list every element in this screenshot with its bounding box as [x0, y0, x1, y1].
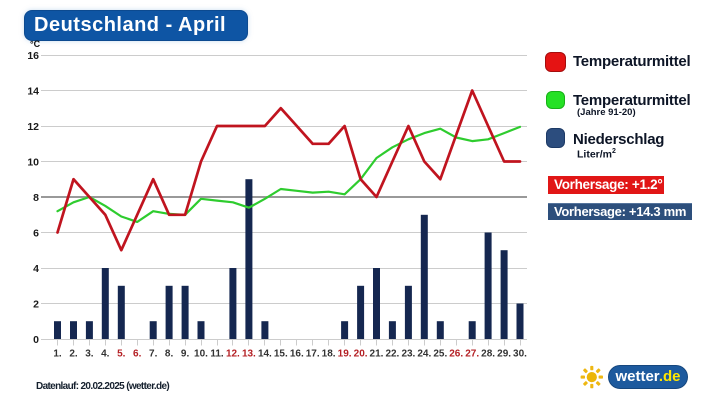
- svg-text:4: 4: [33, 263, 39, 275]
- svg-text:1.: 1.: [53, 349, 62, 360]
- svg-text:14: 14: [27, 85, 39, 97]
- svg-text:10.: 10.: [194, 349, 208, 360]
- svg-text:22.: 22.: [385, 349, 399, 360]
- svg-text:21.: 21.: [370, 349, 384, 360]
- svg-text:13.: 13.: [242, 349, 256, 360]
- svg-text:30.: 30.: [513, 349, 527, 360]
- svg-text:27.: 27.: [465, 349, 479, 360]
- svg-text:15.: 15.: [274, 349, 288, 360]
- svg-text:12.: 12.: [226, 349, 240, 360]
- svg-text:12: 12: [27, 121, 39, 133]
- svg-text:25.: 25.: [433, 349, 447, 360]
- svg-text:26.: 26.: [449, 349, 463, 360]
- svg-text:24.: 24.: [417, 349, 431, 360]
- svg-text:6: 6: [33, 227, 39, 239]
- svg-text:14.: 14.: [258, 349, 272, 360]
- svg-text:10: 10: [27, 156, 39, 168]
- svg-text:19.: 19.: [338, 349, 352, 360]
- svg-text:4.: 4.: [101, 349, 110, 360]
- svg-text:2.: 2.: [69, 349, 78, 360]
- svg-text:3.: 3.: [85, 349, 94, 360]
- svg-text:16: 16: [27, 50, 39, 62]
- svg-text:7.: 7.: [149, 349, 158, 360]
- svg-text:18.: 18.: [322, 349, 336, 360]
- svg-text:16.: 16.: [290, 349, 304, 360]
- svg-text:17.: 17.: [306, 349, 320, 360]
- svg-text:2: 2: [33, 298, 39, 310]
- svg-text:8.: 8.: [165, 349, 174, 360]
- svg-text:6.: 6.: [133, 349, 142, 360]
- svg-text:11.: 11.: [210, 349, 224, 360]
- svg-text:28.: 28.: [481, 349, 495, 360]
- svg-text:0: 0: [33, 334, 39, 346]
- svg-text:8: 8: [33, 192, 39, 204]
- svg-text:5.: 5.: [117, 349, 126, 360]
- svg-text:20.: 20.: [354, 349, 368, 360]
- svg-text:9.: 9.: [181, 349, 190, 360]
- svg-text:23.: 23.: [401, 349, 415, 360]
- svg-text:29.: 29.: [497, 349, 511, 360]
